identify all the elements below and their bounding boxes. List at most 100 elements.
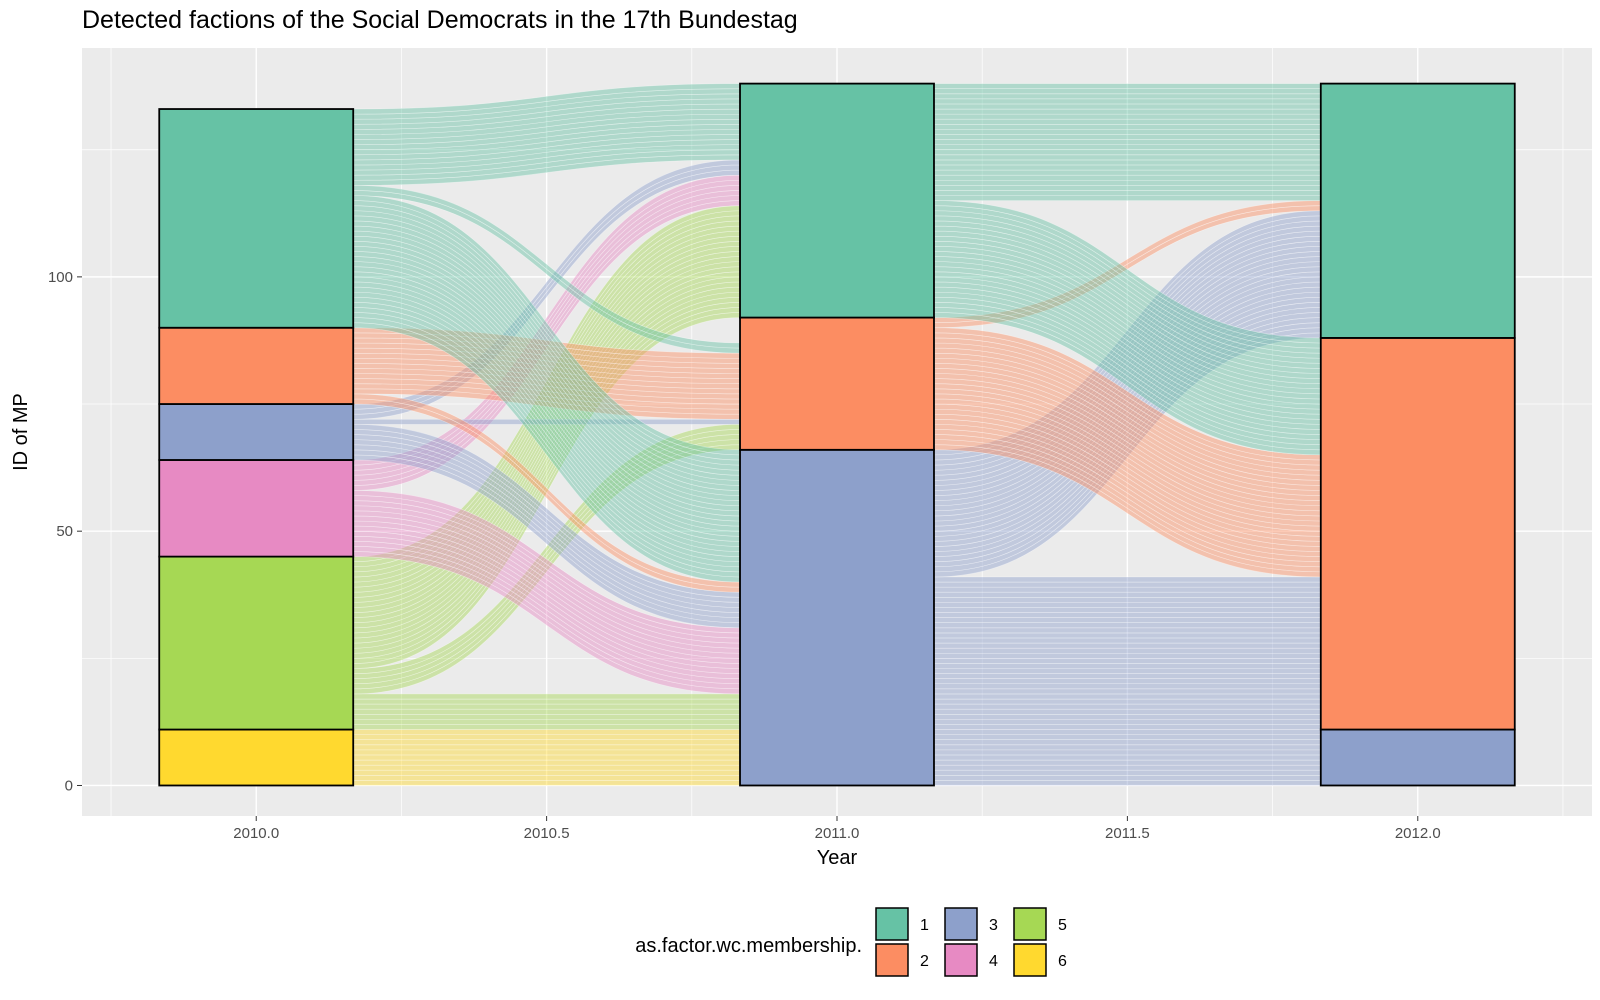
x-tick-label: 2011.0 [815, 825, 860, 842]
flow-band [352, 729, 741, 786]
flow-strand [933, 139, 1322, 145]
legend-key [1013, 907, 1047, 941]
flow-strand [933, 678, 1322, 685]
flow-strand [352, 729, 741, 735]
flow-strand [933, 703, 1322, 710]
stratum-4 [158, 459, 355, 558]
flow-strand [352, 698, 741, 705]
flow-strand [352, 724, 741, 730]
flow-band [933, 83, 1322, 201]
flow-strand [933, 708, 1322, 715]
flow-band [933, 576, 1322, 730]
flow-strand [933, 98, 1322, 105]
flow-strand [933, 607, 1322, 613]
flow-strand [352, 749, 741, 756]
flow-strand [933, 129, 1322, 135]
legend-title: as.factor.wc.membership. [635, 935, 862, 957]
flow-strand [352, 775, 741, 781]
flow-strand [933, 612, 1322, 618]
legend-item-6: 6 [1013, 943, 1067, 977]
flow-strand [933, 617, 1322, 624]
flow-strand [352, 764, 741, 771]
flow-strand [933, 698, 1322, 705]
flow-strand [933, 627, 1322, 634]
flow-strand [933, 591, 1322, 598]
legend-item-2: 2 [875, 943, 929, 977]
stratum-5 [158, 555, 355, 731]
stratum-3 [1319, 728, 1516, 787]
flow-strand [933, 749, 1322, 756]
flow-strand [933, 724, 1322, 730]
flow-strand [933, 744, 1322, 751]
flow-strand [352, 769, 741, 776]
flow-strand [933, 642, 1322, 649]
flow-strand [352, 754, 741, 761]
flow-strand [933, 185, 1322, 191]
stratum-1 [158, 108, 355, 329]
legend-label: 4 [989, 953, 998, 970]
flow-strand [933, 108, 1322, 115]
flow-strand [933, 190, 1322, 196]
legend-label: 6 [1058, 953, 1067, 970]
legend-key [875, 907, 909, 941]
flow-strand [352, 739, 741, 746]
flow-strand [933, 663, 1322, 669]
flow-band [352, 490, 741, 695]
flow-strand [352, 744, 741, 751]
flow-strand [933, 632, 1322, 639]
flow-strand [933, 123, 1322, 130]
flow-strand [352, 780, 741, 786]
flow-strand [933, 195, 1322, 201]
stratum-1 [1319, 82, 1516, 339]
stratum-2 [158, 326, 355, 405]
chart-title: Detected factions of the Social Democrat… [82, 6, 798, 34]
flow-strand [933, 164, 1322, 171]
flow-strand [933, 729, 1322, 735]
flow-strand [933, 586, 1322, 593]
flow-strand [933, 759, 1322, 766]
stratum-2 [739, 316, 935, 451]
flow-band [933, 729, 1322, 786]
x-tick-label: 2012.0 [1395, 825, 1441, 842]
flow-strand [933, 652, 1322, 659]
flow-strand [933, 719, 1322, 725]
legend-label: 3 [989, 917, 998, 934]
flow-strand [933, 144, 1322, 151]
x-tick-label: 2011.5 [1105, 825, 1150, 842]
flow-strand [933, 596, 1322, 603]
flow-strand [933, 134, 1322, 140]
flow-strand [352, 734, 741, 741]
flow-strand [933, 780, 1322, 786]
flow-band [933, 327, 1322, 578]
flow-strand [933, 149, 1322, 156]
flow-strand [933, 764, 1322, 771]
flow-strand [933, 754, 1322, 761]
flow-band [933, 200, 1322, 456]
flow-strand [933, 174, 1322, 181]
flow-strand [933, 118, 1322, 125]
flow-strand [933, 602, 1322, 608]
flow-band [352, 693, 741, 730]
flow-strand [933, 179, 1322, 186]
flow-strand [933, 688, 1322, 695]
flow-strand [352, 708, 741, 715]
flow-strand [933, 673, 1322, 679]
x-axis-title: Year [817, 847, 858, 869]
alluvial-flows [352, 83, 1322, 786]
legend-label: 5 [1058, 917, 1067, 934]
flow-strand [933, 693, 1322, 700]
flow-strand [933, 683, 1322, 690]
flow-strand [933, 637, 1322, 644]
x-tick-label: 2010.0 [233, 825, 279, 842]
flow-strand [352, 719, 741, 725]
y-tick-label: 100 [48, 269, 73, 286]
legend-item-1: 1 [875, 907, 929, 941]
flow-strand [933, 775, 1322, 781]
legend-key [944, 943, 978, 977]
legend-item-4: 4 [944, 943, 998, 977]
flow-strand [352, 759, 741, 766]
flow-strand [933, 103, 1322, 110]
legend-item-5: 5 [1013, 907, 1067, 941]
